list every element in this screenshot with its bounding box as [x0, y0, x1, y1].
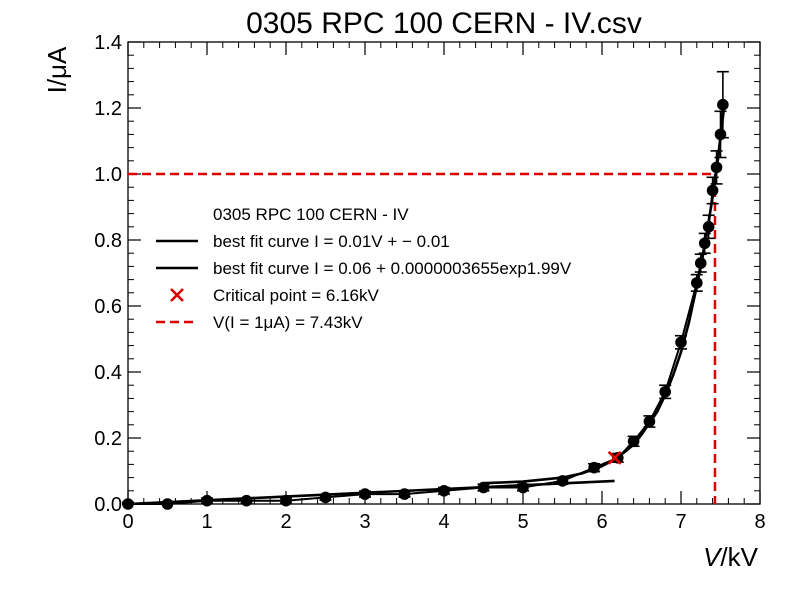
data-point: [161, 498, 174, 510]
data-point: [706, 184, 719, 197]
x-tick-label: 8: [754, 511, 765, 533]
y-tick-label: 0.0: [94, 494, 122, 516]
data-point: [477, 481, 490, 494]
data-point: [643, 415, 656, 428]
chart-title: 0305 RPC 100 CERN - IV.csv: [246, 7, 642, 40]
data-point: [556, 475, 569, 487]
data-point: [702, 221, 715, 233]
data-point: [659, 386, 671, 398]
data-point: [280, 494, 292, 507]
x-tick-label: 3: [359, 511, 370, 533]
data-point: [612, 452, 624, 464]
legend-cross-swatch: [170, 288, 184, 302]
data-point: [694, 257, 707, 269]
data-point: [717, 98, 729, 111]
data-point: [122, 498, 134, 510]
y-tick-label: 1.4: [94, 32, 122, 54]
data-point: [319, 491, 332, 504]
data-point: [517, 481, 529, 494]
y-tick-label: 0.2: [94, 428, 122, 450]
y-tick-label: 0.8: [94, 230, 122, 252]
data-point: [359, 488, 371, 500]
x-axis-label: V/kV: [703, 542, 759, 572]
critical-point-marker: [607, 450, 622, 465]
x-axis-label-var: V: [703, 542, 723, 572]
legend-entry-text: 0305 RPC 100 CERN - IV: [213, 205, 409, 224]
x-tick-label: 5: [517, 511, 528, 533]
y-tick-label: 0.6: [94, 296, 122, 318]
plot-area: 0 1 2 3 4 5 6 7 8 0.0 0.2 0.4 0.6 0.8 1.0 1.2 1.4: [94, 32, 765, 533]
y-tick-label: 1.0: [94, 164, 122, 186]
y-tick-label: 1.2: [94, 98, 122, 120]
x-tick-label: 0: [122, 511, 133, 533]
x-tick-label: 7: [675, 511, 686, 533]
data-point: [675, 336, 687, 349]
x-tick-label: 4: [438, 511, 449, 533]
legend-entry-text: best fit curve I = 0.06 + 0.0000003655ex…: [213, 259, 572, 278]
legend-entry-text: V(I = 1μA) = 7.43kV: [213, 313, 363, 332]
data-point: [588, 461, 600, 474]
data-point: [398, 488, 411, 500]
y-tick-label: 0.4: [94, 362, 122, 384]
data-point: [710, 161, 723, 174]
legend-entry-text: best fit curve I = 0.01V + − 0.01: [213, 232, 450, 251]
data-point: [627, 435, 640, 448]
data-point: [201, 494, 213, 507]
x-axis-label-unit: /kV: [720, 542, 758, 572]
y-axis-label: I/μA: [42, 46, 72, 93]
data-point: [698, 237, 711, 250]
x-tick-label: 2: [280, 511, 291, 533]
legend-entry-text: Critical point = 6.16kV: [213, 286, 379, 305]
data-point: [691, 277, 703, 289]
x-tick-label: 6: [596, 511, 607, 533]
legend: 0305 RPC 100 CERN - IV best fit curve I =…: [156, 205, 572, 332]
data-point: [240, 494, 253, 507]
x-tick-label: 1: [201, 511, 212, 533]
data-point: [438, 485, 450, 497]
